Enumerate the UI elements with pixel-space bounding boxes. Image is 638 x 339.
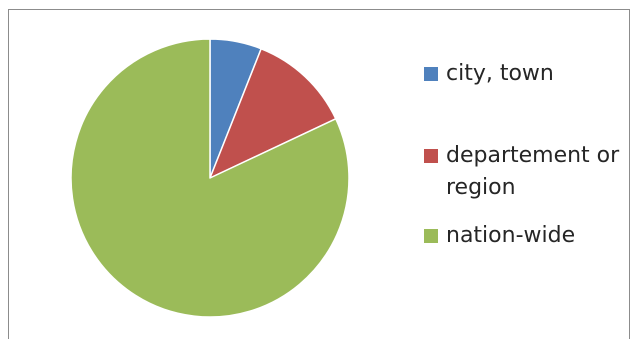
pie-slice-nation-wide: [70, 38, 350, 318]
legend-swatch-departement-or-region: [424, 149, 438, 163]
chart-area: [8, 9, 630, 339]
legend-label-departement-or-region: departement or region: [446, 143, 620, 200]
legend-label-city-town: city, town: [446, 61, 554, 86]
legend-label-nation-wide: nation-wide: [446, 223, 576, 248]
legend-swatch-nation-wide: [424, 229, 438, 243]
legend-swatch-city-town: [424, 67, 438, 81]
pie-slice-departement-or-region: [209, 48, 337, 179]
